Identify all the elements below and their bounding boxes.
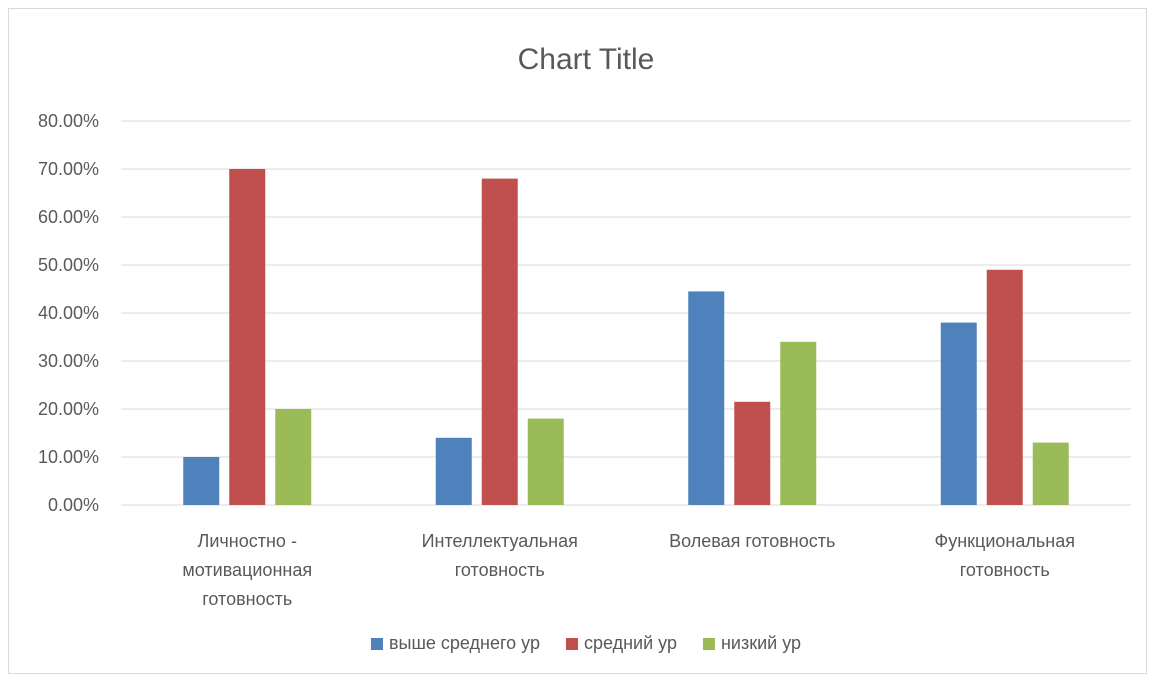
- y-tick-label: 20.00%: [38, 399, 99, 419]
- y-tick-label: 30.00%: [38, 351, 99, 371]
- bar-chart: Chart Title 0.00% 10.00% 20.00% 30.00% 40.00…: [38, 43, 1131, 653]
- bar-2-3: [734, 401, 771, 505]
- bar-1-3: [688, 291, 725, 505]
- bar-2-2: [481, 178, 518, 505]
- legend-swatch: [702, 638, 715, 650]
- legend-item: средний ур: [565, 633, 677, 653]
- bars: [183, 169, 1069, 505]
- x-category-label: Интеллектуальная готовность: [422, 531, 578, 580]
- chart-frame: Chart Title 0.00% 10.00% 20.00% 30.00% 40.00…: [8, 8, 1147, 674]
- bar-3-2: [527, 418, 564, 505]
- legend-label: средний ур: [584, 633, 677, 653]
- bar-2-1: [229, 169, 266, 505]
- y-tick-label: 60.00%: [38, 207, 99, 227]
- bar-1-2: [435, 437, 472, 505]
- legend-swatch: [370, 638, 383, 650]
- legend-item: выше среднего ур: [370, 633, 540, 653]
- legend-label: низкий ур: [721, 633, 801, 653]
- x-category-label: Функциональная готовность: [935, 531, 1075, 580]
- x-category-label: Личностно -мотивационная готовность: [182, 531, 312, 609]
- bar-2-4: [986, 269, 1023, 505]
- x-axis-categories: Личностно -мотивационная готовность Интелл…: [182, 531, 1075, 609]
- chart-title: Chart Title: [518, 43, 655, 76]
- legend-swatch: [565, 638, 578, 650]
- y-tick-label: 80.00%: [38, 111, 99, 131]
- legend: выше среднего ур средний ур низкий ур: [370, 633, 801, 653]
- bar-3-4: [1032, 442, 1069, 505]
- bar-1-1: [183, 457, 220, 505]
- bar-3-1: [275, 409, 312, 505]
- x-category-label: Волевая готовность: [669, 531, 835, 551]
- y-axis-ticks: 0.00% 10.00% 20.00% 30.00% 40.00% 50.00% 60.00…: [38, 111, 99, 515]
- y-tick-label: 0.00%: [48, 495, 99, 515]
- bar-1-4: [940, 322, 977, 505]
- y-tick-label: 10.00%: [38, 447, 99, 467]
- legend-label: выше среднего ур: [389, 633, 540, 653]
- gridlines: [121, 120, 1131, 506]
- y-tick-label: 40.00%: [38, 303, 99, 323]
- y-tick-label: 70.00%: [38, 159, 99, 179]
- y-tick-label: 50.00%: [38, 255, 99, 275]
- bar-3-3: [780, 341, 817, 505]
- legend-item: низкий ур: [702, 633, 801, 653]
